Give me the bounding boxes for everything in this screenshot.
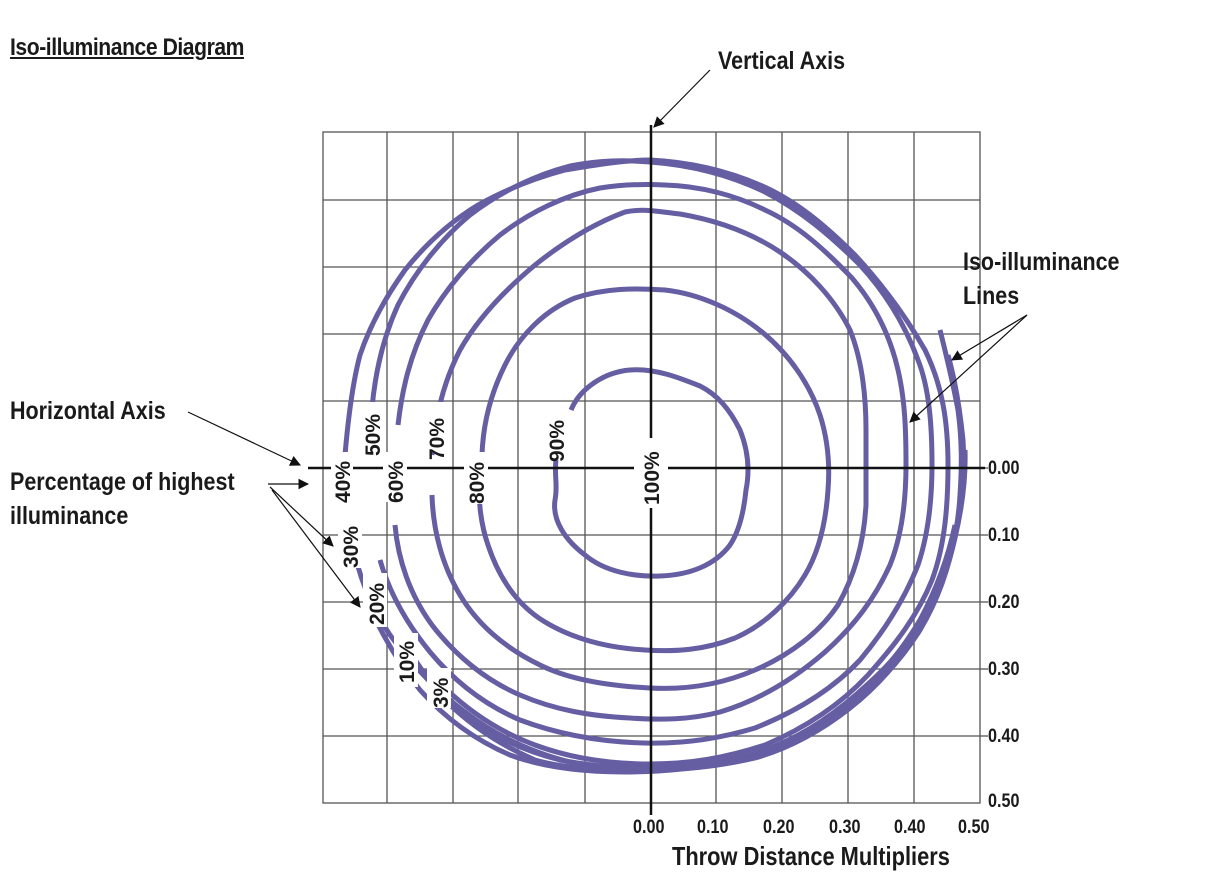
x-tick-5: 0.50 [958, 817, 990, 838]
x-tick-3: 0.30 [829, 817, 861, 838]
iso-lines-callout-line1: Iso-illuminance [963, 248, 1120, 276]
diagram-title: Iso-illuminance Diagram [10, 34, 244, 61]
percentage-arrow-3 [271, 489, 361, 608]
contour-10 [399, 449, 968, 773]
label-20: 20% [366, 583, 389, 625]
label-30: 30% [340, 526, 363, 568]
label-backgrounds [331, 402, 668, 708]
x-tick-0: 0.00 [633, 817, 665, 838]
label-3: 3% [430, 677, 453, 708]
y-tick-3: 0.30 [988, 659, 1020, 680]
label-10: 10% [396, 641, 419, 683]
contour-80 [476, 286, 832, 654]
percentage-callout-line2: illuminance [10, 502, 129, 530]
horizontal-axis-callout: Horizontal Axis [10, 397, 166, 425]
percentage-arrow-2 [269, 486, 334, 547]
label-90: 90% [546, 420, 569, 462]
horizontal-axis-arrow [187, 411, 301, 466]
iso-lines-callout-line2: Lines [963, 282, 1020, 310]
x-tick-4: 0.40 [894, 817, 926, 838]
label-70: 70% [426, 418, 449, 460]
label-50: 50% [362, 414, 385, 456]
contour-90 [552, 367, 751, 579]
label-100: 100% [641, 451, 664, 505]
contour-3 [423, 524, 958, 771]
callout-arrows [187, 69, 1028, 608]
contour-40 [342, 157, 951, 767]
contour-labels: 100% 90% 80% 70% 60% 50% 40% 30% 20% 10%… [332, 414, 664, 708]
percentage-callout-line1: Percentage of highest [10, 468, 235, 496]
y-tick-4: 0.40 [988, 726, 1020, 747]
iso-illuminance-lines [342, 157, 968, 775]
vertical-axis-callout: Vertical Axis [718, 47, 846, 75]
y-tick-5: 0.50 [988, 791, 1020, 812]
y-tick-0: 0.00 [988, 458, 1020, 479]
x-tick-1: 0.10 [697, 817, 729, 838]
iso-lines-arrow-1 [951, 314, 1028, 361]
contour-70 [429, 207, 869, 691]
iso-lines-arrow-2 [909, 314, 1028, 423]
label-80: 80% [466, 462, 489, 504]
x-tick-2: 0.20 [763, 817, 795, 838]
x-axis-label: Throw Distance Multipliers [672, 841, 950, 871]
label-60: 60% [385, 461, 408, 503]
label-40: 40% [332, 461, 355, 503]
vertical-axis-arrow [653, 69, 711, 128]
contour-60 [392, 181, 909, 722]
y-tick-1: 0.10 [988, 525, 1020, 546]
y-tick-2: 0.20 [988, 592, 1020, 613]
